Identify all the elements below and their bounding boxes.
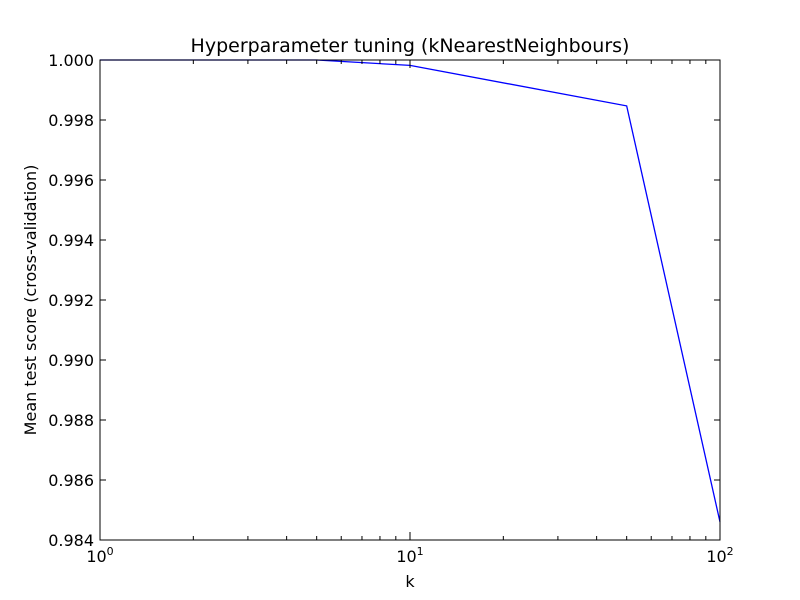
y-tick-label: 0.984 [48,531,94,550]
y-axis-label: Mean test score (cross-validation) [21,165,40,436]
chart-title: Hyperparameter tuning (kNearestNeighbour… [191,35,630,57]
y-tick-label: 0.998 [48,111,94,130]
y-tick-label: 0.992 [48,291,94,310]
y-tick-label: 0.994 [48,231,94,250]
x-tick-label: 102 [706,545,733,566]
plot-area: 0.984 0.986 0.988 0.990 0.992 0.994 0.996 0.998… [48,51,733,566]
x-axis-label: k [405,572,415,591]
x-tick-label: 100 [86,545,113,566]
y-tick-label: 1.000 [48,51,94,70]
y-tick-label: 0.988 [48,411,94,430]
y-tick-label: 0.986 [48,471,94,490]
y-tick-label: 0.990 [48,351,94,370]
y-tick-label: 0.996 [48,171,94,190]
x-tick-label: 101 [396,545,423,566]
